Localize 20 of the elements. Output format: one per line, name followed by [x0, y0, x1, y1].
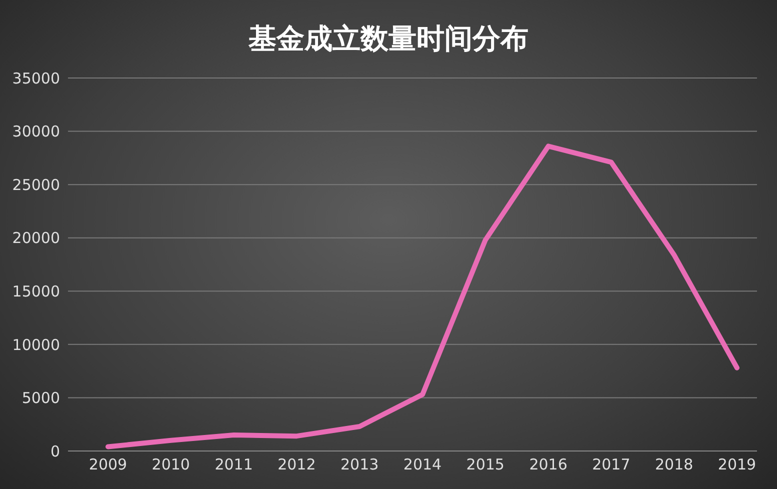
y-tick-label: 15000 — [12, 282, 60, 300]
x-tick-label: 2017 — [592, 456, 630, 474]
y-tick-label: 20000 — [12, 229, 60, 248]
x-tick-label: 2013 — [340, 456, 379, 474]
x-tick-label: 2009 — [88, 456, 128, 474]
y-tick-label: 10000 — [12, 336, 60, 354]
x-tick-label: 2018 — [655, 456, 694, 474]
y-tick-label: 25000 — [12, 176, 60, 194]
chart-title: 基金成立数量时间分布 — [248, 21, 530, 57]
y-tick-label: 0 — [50, 442, 60, 460]
y-tick-label: 35000 — [12, 69, 60, 88]
x-tick-label: 2019 — [718, 456, 756, 474]
y-tick-label: 30000 — [12, 122, 60, 141]
x-tick-label: 2012 — [278, 456, 316, 474]
x-tick-label: 2015 — [466, 456, 504, 474]
y-tick-label: 5000 — [22, 389, 60, 408]
x-tick-label: 2016 — [529, 456, 568, 474]
x-tick-label: 2010 — [152, 456, 190, 474]
x-tick-label: 2011 — [214, 456, 253, 474]
x-tick-label: 2014 — [403, 456, 442, 474]
